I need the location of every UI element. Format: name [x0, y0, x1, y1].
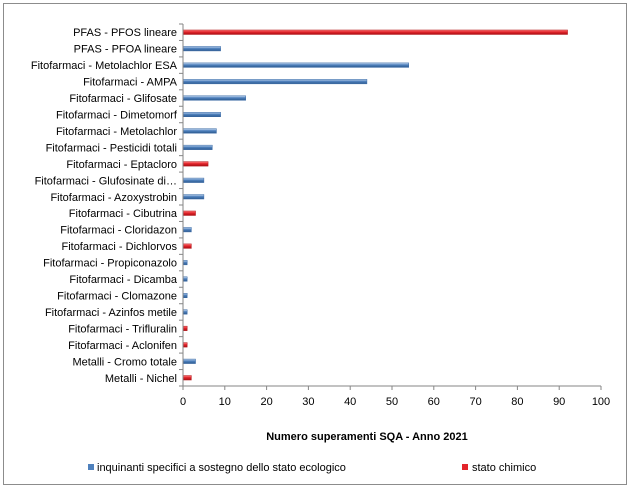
legend-swatch-chimico — [462, 464, 468, 470]
category-labels: PFAS - PFOS lineare PFAS - PFOA lineare Fi… — [31, 27, 178, 385]
x-tick-label-20: 20 — [260, 396, 272, 408]
legend-swatch-ecologico — [88, 464, 94, 470]
category-label-metalli-cromo-totale: Metalli - Cromo totale — [72, 356, 177, 368]
category-label-metalli-nichel: Metalli - Nichel — [105, 373, 177, 385]
category-label-fitofarmaci-propiconazolo: Fitofarmaci - Propiconazolo — [43, 258, 177, 270]
x-tick-label-10: 10 — [219, 396, 231, 408]
bars-group — [182, 29, 568, 381]
bar-fitofarmaci-eptacloro — [182, 161, 209, 167]
bar-fitofarmaci-cibutrina — [182, 210, 196, 216]
category-label-fitofarmaci-metolachlor: Fitofarmaci - Metolachlor — [56, 126, 177, 138]
x-tick-label-100: 100 — [592, 396, 610, 408]
x-tick-label-0: 0 — [180, 396, 186, 408]
category-label-fitofarmaci-azinfos-metile: Fitofarmaci - Azinfos metile — [45, 307, 177, 319]
category-label-fitofarmaci-aclonifen: Fitofarmaci - Aclonifen — [68, 340, 177, 352]
category-label-fitofarmaci-dichlorvos: Fitofarmaci - Dichlorvos — [61, 241, 177, 253]
bar-fitofarmaci-metolachlor — [182, 128, 217, 134]
category-label-fitofarmaci-metolachlor-esa: Fitofarmaci - Metolachlor ESA — [31, 60, 178, 72]
x-axis-ticks: 0 10 20 30 40 50 60 70 80 90 100 — [180, 386, 610, 408]
category-label-fitofarmaci-cibutrina: Fitofarmaci - Cibutrina — [69, 208, 178, 220]
legend-label-chimico: stato chimico — [472, 462, 536, 474]
bar-fitofarmaci-propiconazolo — [182, 260, 188, 266]
bar-fitofarmaci-trifluralin — [182, 325, 188, 331]
bar-fitofarmaci-cloridazon — [182, 227, 192, 233]
bar-pfas-pfos-lineare — [182, 29, 568, 35]
x-tick-label-40: 40 — [344, 396, 356, 408]
y-axis-ticks — [179, 23, 183, 387]
legend-label-ecologico: inquinanti specifici a sostegno dello st… — [97, 462, 346, 474]
category-label-fitofarmaci-pesticidi-totali: Fitofarmaci - Pesticidi totali — [46, 142, 177, 154]
bar-fitofarmaci-aclonifen — [182, 342, 188, 348]
legend: inquinanti specifici a sostegno dello st… — [88, 462, 536, 474]
bar-fitofarmaci-pesticidi-totali — [182, 144, 213, 150]
bar-pfas-pfoa-lineare — [182, 46, 221, 52]
bar-metalli-nichel — [182, 375, 192, 381]
x-tick-label-90: 90 — [553, 396, 565, 408]
bar-fitofarmaci-azoxystrobin — [182, 194, 205, 200]
category-label-fitofarmaci-cloridazon: Fitofarmaci - Cloridazon — [60, 225, 177, 237]
bar-fitofarmaci-azinfos-metile — [182, 309, 188, 315]
x-tick-label-60: 60 — [428, 396, 440, 408]
category-label-fitofarmaci-glufosinate-di: Fitofarmaci - Glufosinate di… — [35, 175, 177, 187]
bar-fitofarmaci-ampa — [182, 79, 368, 85]
category-label-fitofarmaci-azoxystrobin: Fitofarmaci - Azoxystrobin — [50, 192, 177, 204]
bar-fitofarmaci-dicamba — [182, 276, 188, 282]
category-label-fitofarmaci-ampa: Fitofarmaci - AMPA — [83, 77, 178, 89]
x-tick-label-80: 80 — [511, 396, 523, 408]
category-label-fitofarmaci-dicamba: Fitofarmaci - Dicamba — [69, 274, 177, 286]
x-tick-label-30: 30 — [302, 396, 314, 408]
category-label-pfas-pfoa-lineare: PFAS - PFOA lineare — [74, 44, 177, 56]
x-axis-title: Numero superamenti SQA - Anno 2021 — [266, 431, 468, 443]
category-label-fitofarmaci-clomazone: Fitofarmaci - Clomazone — [57, 291, 177, 303]
bar-fitofarmaci-glifosate — [182, 95, 246, 101]
bar-fitofarmaci-glufosinate-di — [182, 177, 205, 183]
bar-fitofarmaci-dimetomorf — [182, 112, 221, 117]
category-label-fitofarmaci-dimetomorf: Fitofarmaci - Dimetomorf — [56, 110, 178, 122]
category-label-fitofarmaci-glifosate: Fitofarmaci - Glifosate — [69, 93, 177, 105]
bar-metalli-cromo-totale — [182, 358, 196, 364]
bar-fitofarmaci-clomazone — [182, 293, 188, 298]
category-label-fitofarmaci-trifluralin: Fitofarmaci - Trifluralin — [68, 323, 177, 335]
category-label-pfas-pfos-lineare: PFAS - PFOS lineare — [73, 27, 177, 39]
bar-fitofarmaci-dichlorvos — [182, 243, 192, 249]
bar-fitofarmaci-metolachlor-esa — [182, 62, 409, 68]
category-label-fitofarmaci-eptacloro: Fitofarmaci - Eptacloro — [66, 159, 177, 171]
x-tick-label-70: 70 — [469, 396, 481, 408]
x-tick-label-50: 50 — [386, 396, 398, 408]
